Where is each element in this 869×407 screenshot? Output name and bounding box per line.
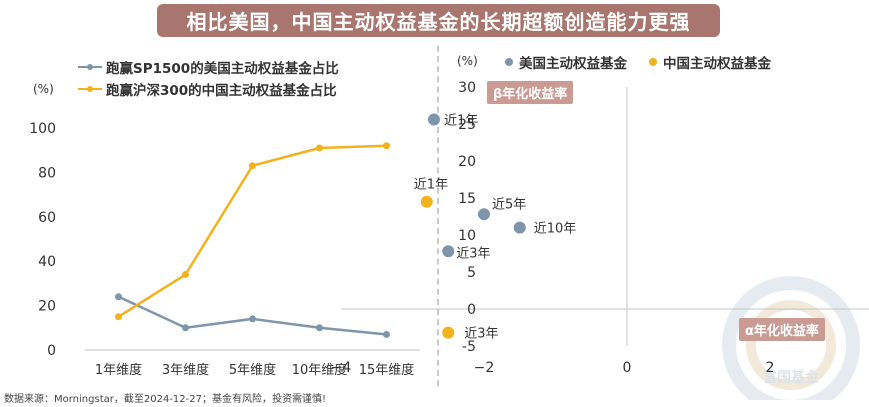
line-x-tick-label: 15年维度 bbox=[359, 362, 415, 378]
legend-label-cn-scatter: 中国主动权益基金 bbox=[663, 56, 771, 72]
line-point bbox=[115, 313, 122, 321]
line-point bbox=[115, 293, 122, 301]
watermark-ring-outer bbox=[722, 276, 860, 400]
scatter-x-tick-label: 0 bbox=[623, 360, 632, 376]
line-x-tick-label: 5年维度 bbox=[229, 362, 276, 378]
legend-item-us-scatter: 美国主动权益基金 bbox=[505, 52, 627, 72]
y-axis-title-badge: β年化收益率 bbox=[487, 81, 574, 104]
line-y-tick-label: 0 bbox=[47, 343, 56, 359]
scatter-x-tick-label: −2 bbox=[474, 360, 495, 376]
page-title: 相比美国，中国主动权益基金的长期超额创造能力更强 bbox=[157, 4, 720, 37]
scatter-point-label: 近3年 bbox=[456, 246, 490, 261]
line-y-tick-label: 40 bbox=[38, 254, 56, 270]
scatter-point-label: 近1年 bbox=[414, 178, 448, 193]
scatter-y-tick-label: 15 bbox=[458, 191, 476, 207]
scatter-point bbox=[478, 208, 490, 221]
line-point bbox=[383, 330, 390, 338]
x-axis-title-badge: α年化收益率 bbox=[739, 318, 825, 341]
scatter-y-unit: (%) bbox=[457, 54, 478, 68]
watermark-ring-inner bbox=[746, 300, 836, 390]
scatter-point bbox=[442, 326, 455, 339]
scatter-x-tick-label: 2 bbox=[766, 360, 775, 376]
panel-divider bbox=[437, 46, 439, 386]
line-point bbox=[182, 324, 189, 332]
line-point bbox=[249, 315, 256, 323]
scatter-y-tick-label: 20 bbox=[458, 154, 476, 170]
line-point bbox=[316, 324, 323, 332]
line-y-unit: (%) bbox=[33, 82, 54, 96]
scatter-y-tick-label: 0 bbox=[467, 302, 476, 318]
scatter-y-tick-label: -5 bbox=[462, 339, 476, 355]
scatter-y-tick-label: 10 bbox=[458, 228, 476, 244]
line-x-tick-label: 3年维度 bbox=[162, 362, 209, 378]
scatter-x-tick-label: −4 bbox=[331, 360, 352, 376]
scatter-point-label: 近1年 bbox=[444, 114, 478, 129]
scatter-point-label: 近10年 bbox=[534, 222, 577, 237]
line-x-tick-label: 1年维度 bbox=[95, 362, 142, 378]
line-y-tick-label: 100 bbox=[29, 121, 56, 137]
watermark-text: 富国基金 bbox=[763, 369, 820, 386]
legend-item-cn-scatter: 中国主动权益基金 bbox=[649, 52, 771, 72]
line-point bbox=[316, 144, 323, 152]
scatter-y-tick-label: 25 bbox=[458, 117, 476, 133]
scatter-chart-legend: 美国主动权益基金 中国主动权益基金 bbox=[505, 52, 793, 72]
source-note: 数据来源：Morningstar，截至2024-12-27；基金有风险，投资需谨… bbox=[4, 394, 326, 405]
legend-item-us: 跑赢SP1500的美国主动权益基金占比 bbox=[78, 56, 339, 78]
scatter-point bbox=[420, 195, 433, 208]
legend-label-us: 跑赢SP1500的美国主动权益基金占比 bbox=[106, 61, 339, 77]
line-chart: (%) 0 20 40 60 80 100 1年维度 3年维度 5年维度 10年维度 15年维度 bbox=[29, 82, 420, 378]
watermark-logo: 富国基金 bbox=[722, 276, 860, 400]
line-point bbox=[249, 162, 256, 170]
line-y-tick-label: 60 bbox=[38, 210, 56, 226]
legend-dot-us bbox=[505, 58, 513, 66]
line-point bbox=[383, 142, 390, 150]
line-chart-legend: 跑赢SP1500的美国主动权益基金占比 跑赢沪深300的中国主动权益基金占比 bbox=[78, 56, 339, 100]
scatter-point-label: 近3年 bbox=[464, 327, 498, 342]
legend-item-cn: 跑赢沪深300的中国主动权益基金占比 bbox=[78, 78, 339, 100]
scatter-point bbox=[427, 113, 440, 126]
line-point bbox=[182, 271, 189, 279]
scatter-y-tick-label: 30 bbox=[458, 80, 476, 96]
scatter-point bbox=[513, 221, 526, 234]
scatter-y-tick-label: 5 bbox=[467, 265, 476, 281]
legend-marker-cn bbox=[78, 86, 102, 92]
scatter-point-label: 近5年 bbox=[492, 197, 526, 212]
legend-marker-us bbox=[78, 64, 102, 70]
legend-label-cn: 跑赢沪深300的中国主动权益基金占比 bbox=[106, 83, 337, 99]
legend-dot-cn bbox=[649, 58, 657, 66]
scatter-point bbox=[442, 245, 455, 258]
line-x-tick-label: 10年维度 bbox=[292, 362, 348, 378]
line-y-tick-label: 80 bbox=[38, 165, 56, 181]
line-y-tick-label: 20 bbox=[38, 299, 56, 315]
legend-label-us-scatter: 美国主动权益基金 bbox=[519, 56, 627, 72]
